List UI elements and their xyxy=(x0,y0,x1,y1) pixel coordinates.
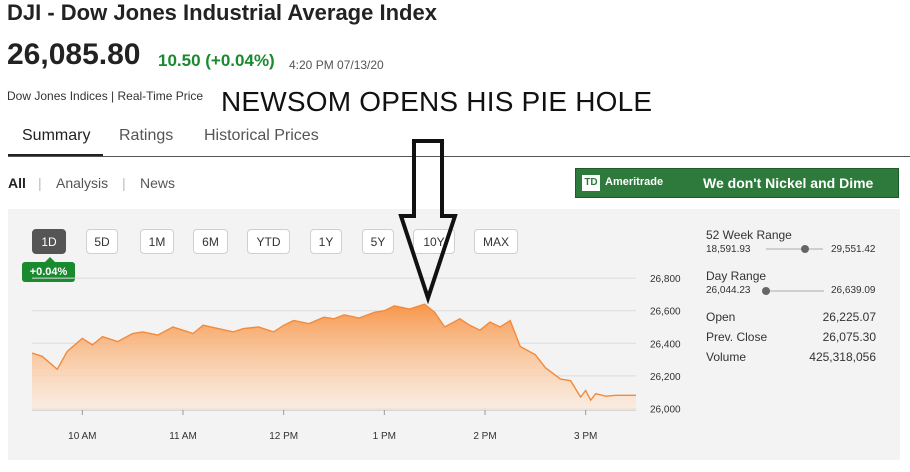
y-tick-label: 26,000 xyxy=(650,404,681,415)
range-button-1m[interactable]: 1M xyxy=(140,229,174,254)
y-tick-label: 26,800 xyxy=(650,274,681,285)
subnav-separator: | xyxy=(38,175,42,191)
range-button-5d[interactable]: 5D xyxy=(86,229,118,254)
change-badge: +0.04% xyxy=(22,262,75,282)
week52-range-track xyxy=(766,248,823,250)
x-tick-label: 10 AM xyxy=(68,431,96,442)
y-tick-label: 26,200 xyxy=(650,372,681,383)
index-title: DJI - Dow Jones Industrial Average Index xyxy=(7,0,437,25)
day-range-label: Day Range xyxy=(706,269,767,283)
ad-logo: TD xyxy=(582,175,600,191)
prev-close-value: 26,075.30 xyxy=(822,330,876,344)
intraday-chart: 26,800 26,600 26,400 26,200 26,000 10 AM 11 A… xyxy=(31,274,681,442)
volume-label: Volume xyxy=(706,350,747,364)
tab-historical-prices[interactable]: Historical Prices xyxy=(204,127,319,144)
day-range-marker xyxy=(762,287,771,295)
open-value: 26,225.07 xyxy=(822,310,876,324)
day-range-high: 26,639.09 xyxy=(831,285,876,296)
x-tick-label: 11 AM xyxy=(169,431,197,442)
volume-value: 425,318,056 xyxy=(809,350,876,364)
open-label: Open xyxy=(706,310,736,324)
week52-label: 52 Week Range xyxy=(706,228,792,242)
range-button-ytd[interactable]: YTD xyxy=(247,229,290,254)
range-button-6m[interactable]: 6M xyxy=(193,229,228,254)
price-line xyxy=(31,303,636,402)
day-range-low: 26,044.23 xyxy=(706,285,751,296)
price-area xyxy=(32,304,636,410)
quote-source: Dow Jones Indices | Real-Time Price xyxy=(7,89,204,103)
x-tick-label: 12 PM xyxy=(269,431,298,442)
day-range-track xyxy=(762,290,824,292)
ad-slogan: We don't Nickel and Dime xyxy=(703,175,874,191)
range-button-1d[interactable]: 1D xyxy=(32,229,66,254)
range-button-5y[interactable]: 5Y xyxy=(362,229,394,254)
tab-ratings[interactable]: Ratings xyxy=(119,127,174,144)
ad-brand: Ameritrade xyxy=(605,176,664,188)
week52-range-marker xyxy=(800,245,809,253)
badge-pointer xyxy=(45,257,55,262)
range-button-max[interactable]: MAX xyxy=(474,229,518,254)
week52-high: 29,551.42 xyxy=(831,244,876,255)
range-button-1y[interactable]: 1Y xyxy=(310,229,342,254)
tab-summary[interactable]: Summary xyxy=(22,127,91,144)
x-tick-label: 2 PM xyxy=(473,431,496,442)
x-tick-label: 1 PM xyxy=(373,431,396,442)
ameritrade-ad-banner[interactable]: TD Ameritrade We don't Nickel and Dime xyxy=(575,168,899,198)
down-arrow-icon xyxy=(398,139,458,305)
tabs-divider xyxy=(8,156,910,157)
y-tick-label: 26,400 xyxy=(650,339,681,350)
week52-low: 18,591.93 xyxy=(706,244,751,255)
subnav-news[interactable]: News xyxy=(140,175,176,191)
x-tick-label: 3 PM xyxy=(574,431,597,442)
current-price: 26,085.80 xyxy=(7,38,141,71)
y-tick-label: 26,600 xyxy=(650,307,681,318)
subnav-all[interactable]: All xyxy=(8,175,26,191)
subnav-analysis[interactable]: Analysis xyxy=(56,175,109,191)
quote-timestamp: 4:20 PM 07/13/20 xyxy=(289,58,384,72)
subnav-separator: | xyxy=(122,175,126,191)
overlay-caption: NEWSOM OPENS HIS PIE HOLE xyxy=(221,86,653,117)
prev-close-label: Prev. Close xyxy=(706,330,768,344)
price-change: 10.50 (+0.04%) xyxy=(158,51,275,70)
active-tab-indicator xyxy=(8,154,103,157)
